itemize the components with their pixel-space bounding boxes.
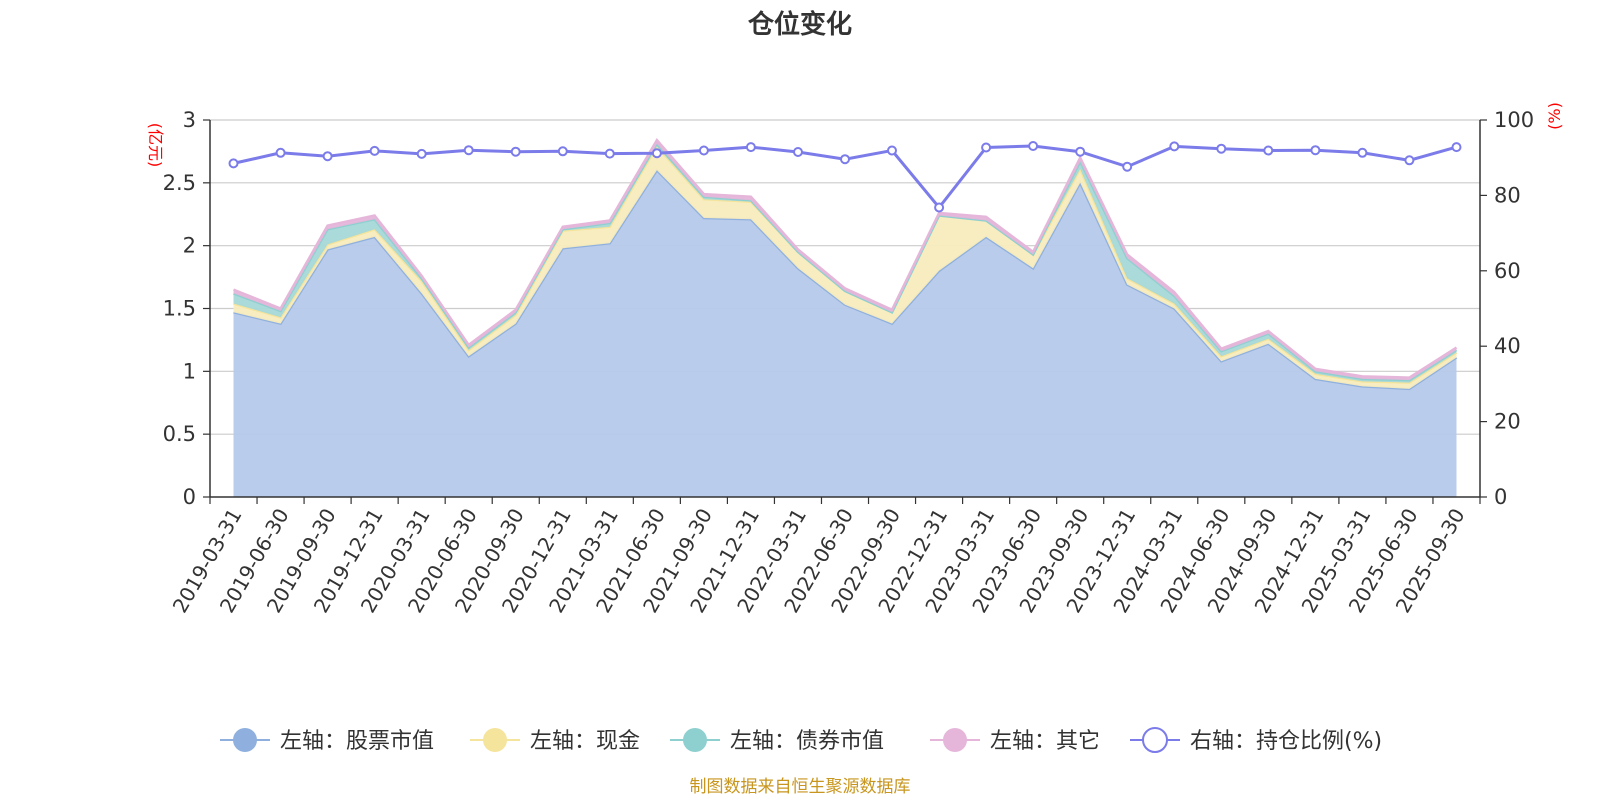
ratio-point: [840, 154, 850, 165]
ratio-point: [1169, 141, 1180, 152]
ratio-point: [745, 142, 756, 153]
left-axis-unit: (亿元): [146, 123, 165, 168]
ratio-point: [1310, 145, 1321, 156]
left-axis-tick-label: 1.5: [163, 297, 196, 321]
ratio-point: [416, 148, 427, 159]
left-axis-tick-label: 2: [183, 234, 196, 258]
ratio-point: [651, 148, 662, 159]
ratio-point: [1075, 146, 1086, 157]
legend-marker: [1142, 727, 1168, 753]
ratio-point: [322, 151, 333, 162]
legend-label: 左轴：债券市值: [730, 729, 884, 754]
legend-label: 左轴：现金: [530, 729, 640, 754]
legend-item-stock[interactable]: 左轴：股票市值: [220, 728, 434, 754]
right-axis-tick-label: 0: [1494, 485, 1507, 509]
area-stock: [233, 170, 1457, 498]
ratio-point: [934, 202, 945, 213]
left-axis-tick-label: 1: [183, 359, 196, 383]
right-axis-tick-label: 20: [1494, 410, 1521, 434]
legend-item-ratio[interactable]: 右轴：持仓比例(%): [1130, 727, 1382, 754]
right-axis-unit: (%): [1545, 102, 1564, 130]
ratio-point: [275, 147, 286, 158]
right-axis-tick-label: 100: [1494, 108, 1534, 132]
ratio-line-series: [228, 141, 1462, 213]
legend-item-bond[interactable]: 左轴：债券市值: [670, 728, 884, 754]
legend-label: 左轴：股票市值: [280, 729, 434, 754]
right-axis-tick-label: 80: [1494, 183, 1521, 207]
area-line-other: [233, 137, 1458, 379]
legend-label: 左轴：其它: [990, 729, 1100, 754]
ratio-point: [1216, 143, 1227, 154]
area-series: [233, 137, 1458, 498]
ratio-point: [981, 142, 992, 153]
ratio-point: [1028, 141, 1039, 151]
ratio-point: [463, 145, 474, 156]
left-axis-tick-label: 0: [183, 485, 196, 509]
right-axis-tick-label: 40: [1494, 334, 1521, 358]
ratio-point: [557, 146, 568, 157]
legend-marker: [943, 728, 967, 752]
ratio-point: [228, 158, 239, 169]
ratio-point: [510, 146, 521, 157]
left-axis-tick-label: 2.5: [163, 171, 196, 195]
legend-item-other[interactable]: 左轴：其它: [930, 728, 1100, 754]
right-axis-tick-label: 60: [1494, 259, 1521, 283]
ratio-point: [698, 145, 709, 156]
ratio-point: [1404, 155, 1415, 166]
chart-title: 仓位变化: [747, 9, 852, 40]
ratio-point: [604, 148, 615, 159]
legend: 左轴：股票市值 左轴：现金 左轴：债券市值 左轴：其它 右轴：持仓比例(%): [220, 727, 1382, 754]
ratio-point: [1263, 145, 1274, 156]
ratio-point: [793, 147, 803, 157]
ratio-point: [369, 145, 380, 156]
legend-label: 右轴：持仓比例(%): [1190, 729, 1382, 754]
ratio-point: [887, 145, 897, 156]
ratio-point: [1122, 161, 1133, 172]
legend-marker: [233, 728, 257, 752]
legend-item-cash[interactable]: 左轴：现金: [470, 728, 640, 754]
legend-marker: [683, 728, 707, 752]
ratio-point: [1451, 142, 1462, 153]
left-axis-tick-label: 0.5: [163, 422, 196, 446]
legend-marker: [483, 728, 507, 752]
ratio-point: [1357, 147, 1368, 158]
left-axis-tick-label: 3: [183, 108, 196, 132]
data-source-note: 制图数据来自恒生聚源数据库: [690, 777, 911, 797]
